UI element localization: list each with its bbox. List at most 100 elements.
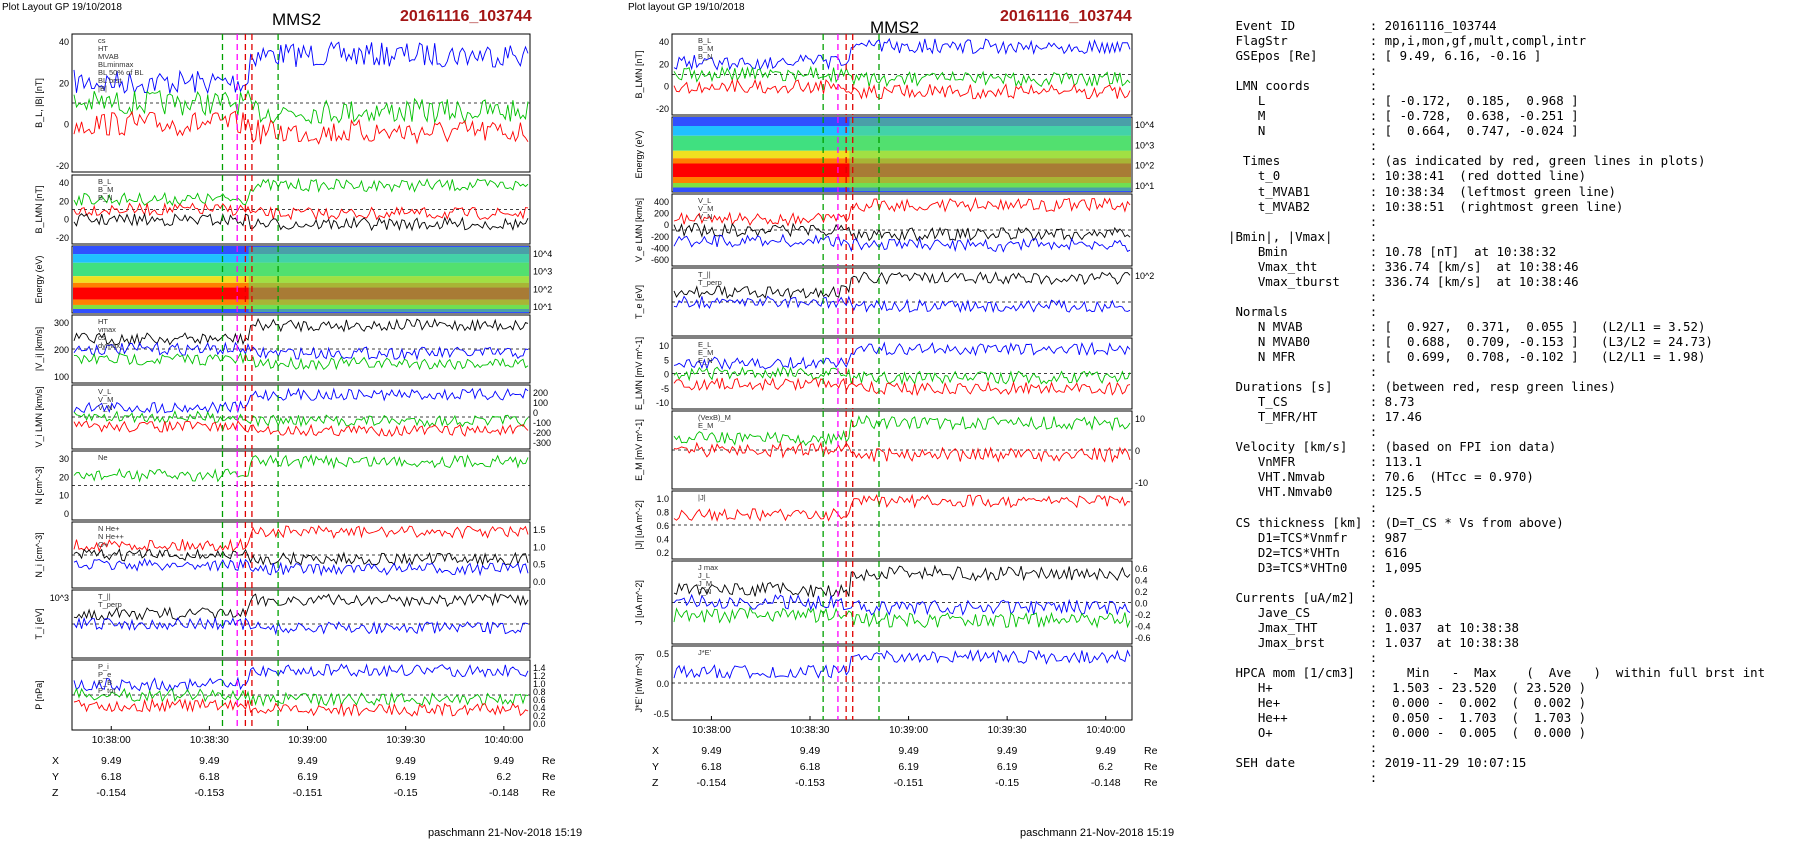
left-legend-entry: BL brst <box>98 76 122 85</box>
left-tick-label: 0.2 <box>533 711 546 721</box>
right-coord-label: Z <box>652 777 659 789</box>
info-line: Bmin : 10.78 [nT] at 10:38:32 <box>1228 243 1557 259</box>
right-series-line <box>673 377 1131 397</box>
right-tick-label: 0.6 <box>1135 564 1148 574</box>
right-legend-entry: E_M <box>698 348 713 357</box>
right-footer: paschmann 21-Nov-2018 15:19 <box>1020 827 1175 839</box>
right-tick-label: 0 <box>664 220 669 230</box>
left-tick-label: 20 <box>59 196 69 206</box>
right-tick-label: 0.6 <box>656 521 669 531</box>
left-tick-label: 20 <box>59 78 69 88</box>
info-line: : <box>1228 288 1378 304</box>
left-tick-label: 0 <box>64 120 69 130</box>
right-coord-value: -0.15 <box>995 777 1019 789</box>
left-footer: paschmann 21-Nov-2018 15:19 <box>428 827 583 839</box>
left-tick-label: 30 <box>59 454 69 464</box>
info-line: He++ : 0.050 - 1.703 ( 1.703 ) <box>1228 710 1587 726</box>
right-series-line <box>673 271 1131 300</box>
left-time-tick-label: 10:39:00 <box>288 735 327 746</box>
left-tick-label: 10 <box>59 491 69 501</box>
left-series-line <box>73 453 529 483</box>
right-coord-value: 6.18 <box>800 761 821 773</box>
left-panel-ylabel: N [cm^-3] <box>34 466 44 504</box>
info-line: Durations [s] : (between red, resp green… <box>1228 379 1616 395</box>
left-tick-label: 1.0 <box>533 542 546 552</box>
left-series-line <box>73 616 529 636</box>
right-time-tick-label: 10:38:00 <box>692 725 731 736</box>
info-line: N MVAB0 : [ 0.688, 0.709, -0.153 ] (L3/L… <box>1228 333 1713 349</box>
info-line: T_MFR/HT : 17.46 <box>1228 409 1422 425</box>
left-series-line <box>73 663 529 693</box>
left-legend-entry: cs <box>98 333 106 342</box>
left-legend-entry: N He++ <box>98 532 124 541</box>
left-series-line <box>73 557 529 577</box>
left-legend-entry: P_e <box>98 670 111 679</box>
left-series-line <box>73 89 529 125</box>
right-coord-unit: Re <box>1144 761 1158 773</box>
right-tick-label: 10^1 <box>1135 181 1154 191</box>
left-coord-value: 9.49 <box>297 755 318 767</box>
right-panel-ylabel: J*E' [nW m^-3] <box>634 654 644 713</box>
left-legend-entry: B_N <box>98 193 113 202</box>
right-coord-label: Y <box>652 761 659 773</box>
left-legend-entry: BL 50% of BL <box>98 68 144 77</box>
right-tick-label: 0 <box>1135 446 1140 456</box>
right-series-line <box>673 441 1131 464</box>
info-line: FlagStr : mp,i,mon,gf,mult,compl,intr <box>1228 33 1587 49</box>
right-coord-value: 6.2 <box>1098 761 1113 773</box>
left-coord-value: -0.154 <box>96 787 126 799</box>
right-panel-ylabel: V_e LMN [km/s] <box>634 198 644 262</box>
right-series-line <box>673 37 1131 71</box>
left-series-line <box>73 592 529 621</box>
left-coord-value: 6.18 <box>199 771 220 783</box>
left-series-line <box>73 177 529 207</box>
left-legend-entry: T_|| <box>98 592 111 601</box>
right-tick-label: -0.6 <box>1135 633 1151 643</box>
info-line: Vmax_tburst : 336.74 [km/s] at 10:38:46 <box>1228 273 1579 289</box>
right-coord-unit: Re <box>1144 777 1158 789</box>
right-series-line <box>673 415 1131 447</box>
right-coord-value: 9.49 <box>1095 745 1116 757</box>
event-info-text: Event ID : 20161116_103744 FlagStr : mp,… <box>1228 18 1765 785</box>
left-coord-unit: Re <box>542 771 556 783</box>
left-legend-entry: vmax <box>98 325 116 334</box>
left-panel-ylabel: B_LMN [nT] <box>34 185 44 233</box>
left-panel-ylabel: Energy (eV) <box>34 255 44 303</box>
right-legend-entry: E_M <box>698 421 713 430</box>
left-tick-label: -300 <box>533 438 551 448</box>
right-legend-entry: J_N <box>698 587 711 596</box>
left-tick-label: 100 <box>54 372 69 382</box>
left-coord-label: Z <box>52 787 59 799</box>
right-time-tick-label: 10:38:30 <box>791 725 830 736</box>
left-time-tick-label: 10:38:30 <box>190 735 229 746</box>
right-tick-label: 0 <box>664 370 669 380</box>
right-legend-entry: B_N <box>698 52 713 61</box>
left-panel-ylabel: N_i [cm^-3] <box>34 532 44 577</box>
right-tick-label: -0.2 <box>1135 610 1151 620</box>
left-series-line <box>73 420 529 437</box>
info-line: Vmax_tht : 336.74 [km/s] at 10:38:46 <box>1228 258 1579 274</box>
left-tick-label: 10^3 <box>50 593 69 603</box>
left-legend-entry: T_perp <box>98 600 122 609</box>
right-plot-header: Plot layout GP 19/10/2018 <box>628 2 745 13</box>
left-legend-entry: P_B <box>98 678 112 687</box>
right-tick-label: 10^2 <box>1135 271 1154 281</box>
left-coord-value: -0.15 <box>394 787 418 799</box>
right-legend-entry: V_M <box>698 204 713 213</box>
right-legend-entry: E_N <box>698 356 713 365</box>
right-legend-entry: J max <box>698 563 718 572</box>
right-time-tick-label: 10:39:00 <box>889 725 928 736</box>
right-series-line <box>673 606 1131 629</box>
left-tick-label: 1.0 <box>533 679 546 689</box>
left-legend-entry: P_i <box>98 662 109 671</box>
left-time-tick-label: 10:39:30 <box>386 735 425 746</box>
left-event-title: 20161116_103744 <box>400 8 532 25</box>
left-tick-label: 100 <box>533 398 548 408</box>
left-tick-label: 1.5 <box>533 525 546 535</box>
left-tick-label: 0.4 <box>533 703 546 713</box>
left-coord-value: -0.153 <box>195 787 225 799</box>
right-coord-value: -0.154 <box>697 777 727 789</box>
right-coord-value: 6.19 <box>898 761 919 773</box>
left-tick-label: 200 <box>533 388 548 398</box>
info-line: t_MVAB1 : 10:38:34 (leftmost green line) <box>1228 183 1616 199</box>
